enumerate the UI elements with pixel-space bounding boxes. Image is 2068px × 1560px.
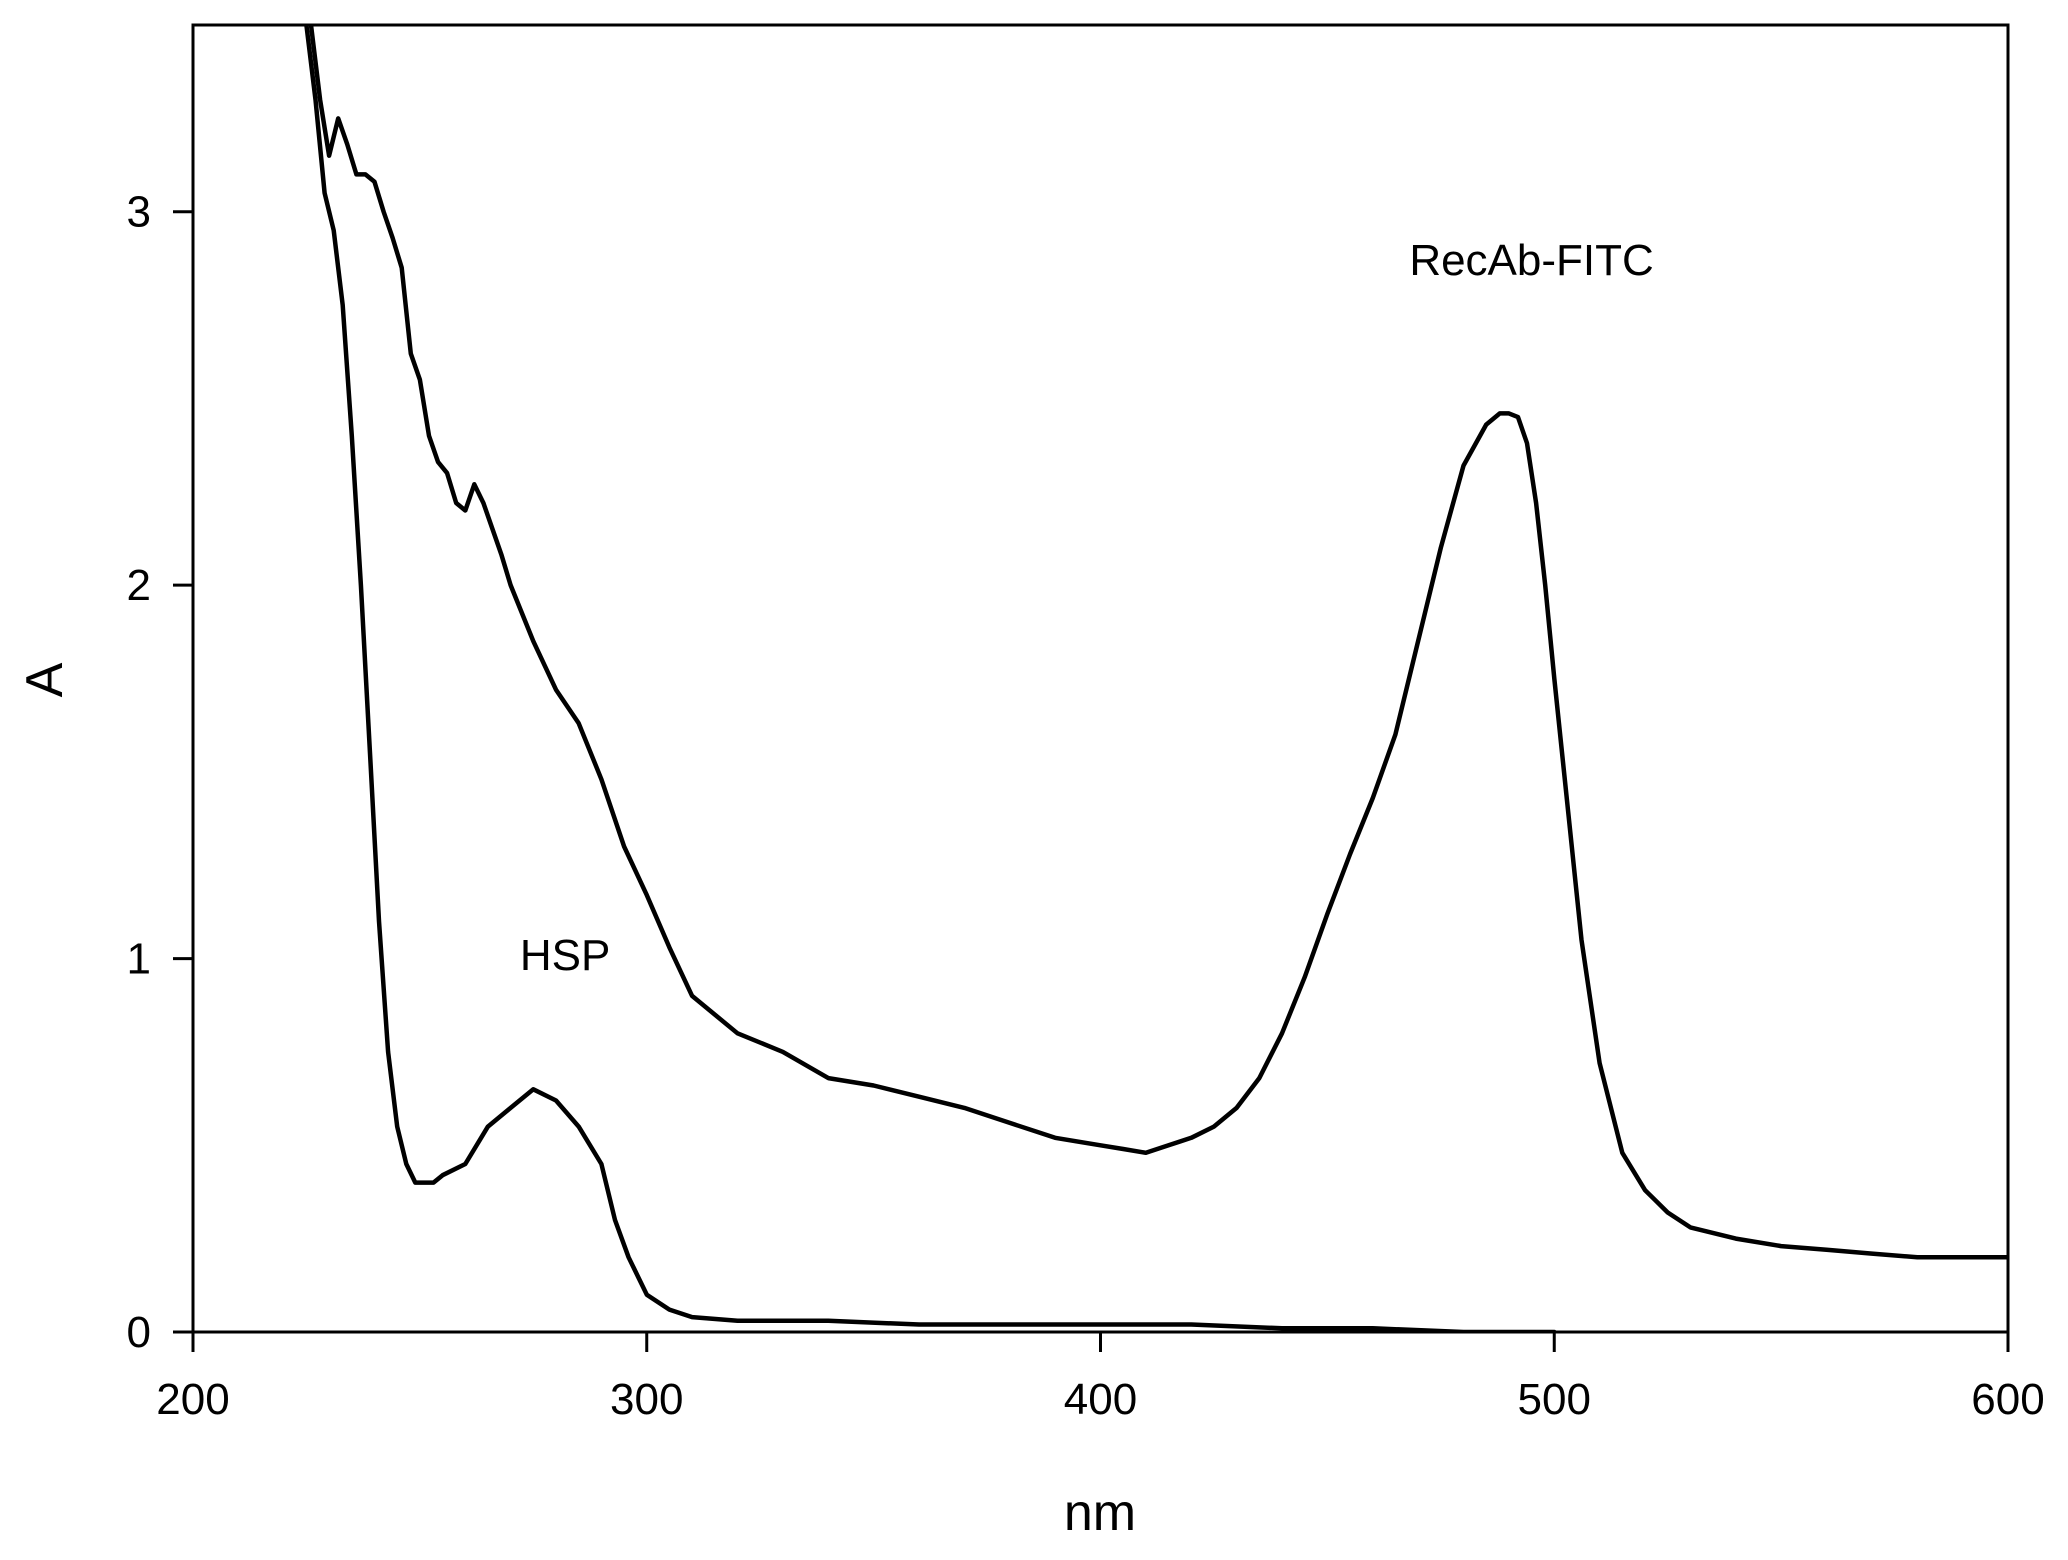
annotation-label-2: HSP (520, 931, 610, 980)
y-tick-label: 3 (127, 188, 151, 237)
annotation-label-1: RecAb-FITC (1409, 236, 1653, 285)
x-tick-label: 300 (610, 1375, 683, 1424)
x-tick-label: 500 (1518, 1375, 1591, 1424)
x-axis-title: nm (1064, 1484, 1136, 1542)
series-line-2 (304, 25, 1557, 1332)
y-axis-title: A (16, 662, 74, 697)
x-tick-label: 600 (1971, 1375, 2044, 1424)
y-tick-label: 2 (127, 561, 151, 610)
y-tick-label: 1 (127, 935, 151, 984)
plot-series-group (304, 25, 2008, 1332)
x-tick-label: 200 (156, 1375, 229, 1424)
series-line-1 (308, 25, 2008, 1260)
y-tick-label: 0 (127, 1308, 151, 1357)
y-axis-ticks: 0 1 2 3 (127, 188, 193, 1357)
annotations-group: RecAb-FITC HSP (520, 236, 1654, 980)
x-axis-ticks: 200 300 400 500 600 (156, 1332, 2045, 1424)
x-tick-label: 400 (1064, 1375, 1137, 1424)
